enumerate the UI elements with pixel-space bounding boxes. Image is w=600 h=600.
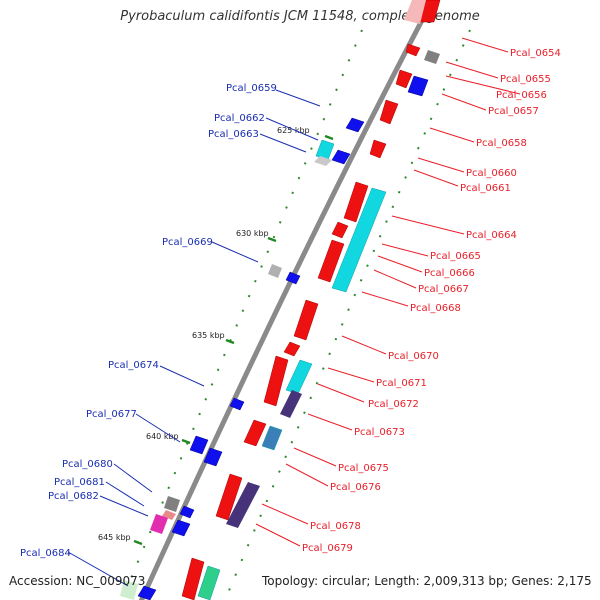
label-pcal-0674: Pcal_0674 bbox=[108, 360, 159, 371]
right-gene-labels: Pcal_0654 Pcal_0655 Pcal_0656 Pcal_0657 … bbox=[302, 48, 561, 554]
label-pcal-0660: Pcal_0660 bbox=[466, 168, 517, 179]
label-pcal-0679: Pcal_0679 bbox=[302, 543, 353, 554]
label-pcal-0659: Pcal_0659 bbox=[226, 83, 277, 94]
genome-title: Pyrobaculum calidifontis JCM 11548, comp… bbox=[120, 9, 480, 24]
feature-pcal-0686 bbox=[197, 565, 221, 600]
label-pcal-0668: Pcal_0668 bbox=[410, 303, 461, 314]
gene-pcal-0677 bbox=[189, 435, 209, 455]
gene-pcal-0670 bbox=[293, 299, 319, 341]
gene-pcal-0653 bbox=[404, 0, 426, 24]
tick-645 bbox=[133, 539, 143, 546]
label-pcal-0665: Pcal_0665 bbox=[430, 251, 481, 262]
label-pcal-0670: Pcal_0670 bbox=[388, 351, 439, 362]
gene-pcal-0666 bbox=[317, 239, 345, 283]
feature-pcal-0676 bbox=[261, 425, 283, 451]
gene-pcal-0669b bbox=[285, 271, 301, 285]
forward-genes bbox=[181, 0, 441, 600]
label-pcal-0677: Pcal_0677 bbox=[86, 409, 137, 420]
label-pcal-0656: Pcal_0656 bbox=[496, 90, 547, 101]
cyan-features bbox=[197, 139, 387, 600]
gray-features bbox=[162, 50, 440, 520]
label-pcal-0658: Pcal_0658 bbox=[476, 138, 527, 149]
feature-pcal-0667 bbox=[331, 187, 387, 293]
label-pcal-0664: Pcal_0664 bbox=[466, 230, 517, 241]
feature-pcal-0674b bbox=[280, 390, 302, 418]
feature-pcal-0669 bbox=[268, 264, 282, 278]
tick-label-630: 630 kbp bbox=[236, 229, 269, 238]
gene-pcal-0660 bbox=[369, 139, 387, 159]
feature-pcal-0680 bbox=[164, 496, 180, 512]
gene-pcal-0664 bbox=[343, 181, 369, 223]
label-pcal-0678: Pcal_0678 bbox=[310, 521, 361, 532]
feature-pcal-0682 bbox=[150, 514, 168, 534]
label-pcal-0654: Pcal_0654 bbox=[510, 48, 561, 59]
label-pcal-0655: Pcal_0655 bbox=[500, 74, 551, 85]
label-pcal-0672: Pcal_0672 bbox=[368, 399, 419, 410]
gene-pcal-0659 bbox=[345, 117, 365, 133]
feature-pcal-0663 bbox=[315, 139, 335, 161]
tick-635 bbox=[225, 338, 235, 345]
label-pcal-0682: Pcal_0682 bbox=[48, 491, 99, 502]
gene-pcal-0657 bbox=[379, 99, 399, 125]
tick-label-635: 635 kbp bbox=[192, 331, 225, 340]
label-pcal-0666: Pcal_0666 bbox=[424, 268, 475, 279]
label-pcal-0669: Pcal_0669 bbox=[162, 237, 213, 248]
gene-pcal-0675 bbox=[243, 419, 267, 447]
right-leader-lines bbox=[255, 37, 521, 547]
feature-pcal-0663b bbox=[314, 156, 332, 166]
tick-630 bbox=[267, 236, 277, 243]
gene-pcal-0682b bbox=[171, 519, 191, 537]
left-gene-labels: Pcal_0659 Pcal_0662 Pcal_0663 Pcal_0669 … bbox=[20, 83, 277, 559]
label-pcal-0684: Pcal_0684 bbox=[20, 548, 71, 559]
reverse-genes bbox=[137, 75, 429, 600]
feature-pcal-0681 bbox=[162, 510, 176, 520]
label-pcal-0673: Pcal_0673 bbox=[354, 427, 405, 438]
tick-625 bbox=[324, 134, 334, 141]
gene-pcal-0665 bbox=[331, 221, 349, 239]
label-pcal-0657: Pcal_0657 bbox=[488, 106, 539, 117]
accession-label: Accession: NC_009073 bbox=[9, 574, 146, 588]
gene-pcal-0672 bbox=[263, 355, 289, 407]
label-pcal-0662: Pcal_0662 bbox=[214, 113, 265, 124]
gene-pcal-0684 bbox=[137, 585, 157, 600]
gene-pcal-0656 bbox=[395, 69, 413, 89]
gene-pcal-0680b bbox=[179, 505, 195, 519]
label-pcal-0676: Pcal_0676 bbox=[330, 482, 381, 493]
label-pcal-0671: Pcal_0671 bbox=[376, 378, 427, 389]
tick-label-640: 640 kbp bbox=[146, 432, 179, 441]
left-leader-lines bbox=[67, 89, 321, 587]
gene-pcal-0684-fwd bbox=[181, 557, 205, 600]
gene-pcal-0655 bbox=[405, 43, 421, 57]
feature-pcal-0673 bbox=[285, 359, 313, 395]
tick-marks bbox=[133, 134, 334, 546]
label-pcal-0675: Pcal_0675 bbox=[338, 463, 389, 474]
gene-pcal-0678 bbox=[215, 473, 243, 521]
label-pcal-0663: Pcal_0663 bbox=[208, 129, 259, 140]
gene-pcal-0671 bbox=[283, 341, 301, 357]
gene-pcal-0677b bbox=[203, 447, 223, 467]
feature-pcal-0655b bbox=[424, 50, 440, 64]
label-pcal-0667: Pcal_0667 bbox=[418, 284, 469, 295]
purple-features bbox=[226, 390, 302, 528]
label-pcal-0681: Pcal_0681 bbox=[54, 477, 105, 488]
gene-pcal-0656b bbox=[407, 75, 429, 97]
tick-label-625: 625 kbp bbox=[277, 126, 310, 135]
topology-label: Topology: circular; Length: 2,009,313 bp… bbox=[262, 574, 592, 588]
gene-pcal-0662 bbox=[331, 149, 351, 165]
tick-640 bbox=[181, 438, 191, 445]
gene-pcal-0674 bbox=[229, 397, 245, 411]
feature-pcal-0685 bbox=[120, 580, 138, 600]
tick-label-645: 645 kbp bbox=[98, 533, 131, 542]
label-pcal-0680: Pcal_0680 bbox=[62, 459, 113, 470]
feature-pcal-0679 bbox=[226, 482, 260, 528]
label-pcal-0661: Pcal_0661 bbox=[460, 183, 511, 194]
